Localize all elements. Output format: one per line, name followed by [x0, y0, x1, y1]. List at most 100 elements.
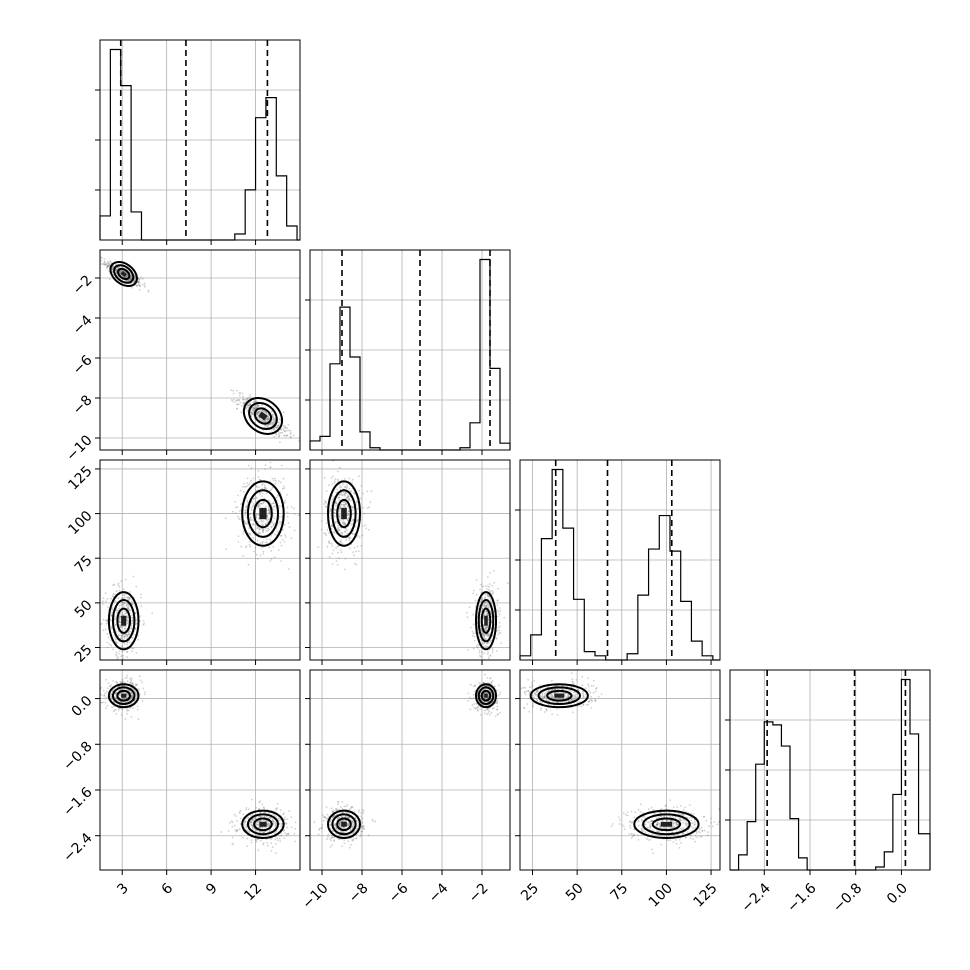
- sample-point: [122, 697, 125, 700]
- sample-point: [277, 818, 280, 820]
- sample-point: [272, 502, 275, 505]
- sample-point: [106, 267, 108, 270]
- sample-point: [485, 606, 487, 608]
- sample-point: [135, 685, 137, 687]
- sample-point: [268, 506, 270, 509]
- sample-point: [263, 420, 266, 423]
- sample-point: [279, 840, 282, 843]
- sample-point: [490, 682, 493, 684]
- sample-point: [322, 819, 325, 822]
- sample-point: [117, 708, 120, 711]
- sample-point: [337, 801, 340, 803]
- sample-point: [125, 633, 128, 636]
- sample-point: [351, 822, 354, 825]
- sample-point: [273, 428, 276, 431]
- sample-point: [338, 824, 341, 827]
- sample-point: [242, 813, 245, 816]
- sample-point: [483, 627, 486, 630]
- sample-point: [266, 418, 268, 420]
- sample-point: [255, 553, 258, 556]
- sample-point: [259, 820, 262, 822]
- sample-point: [121, 613, 124, 615]
- sample-point: [361, 525, 364, 528]
- sample-point: [126, 635, 129, 638]
- sample-point: [271, 846, 274, 849]
- sample-point: [484, 697, 486, 700]
- sample-point: [574, 695, 577, 697]
- sample-point: [345, 487, 348, 489]
- sample-point: [278, 418, 281, 420]
- sample-point: [260, 519, 263, 522]
- sample-point: [348, 547, 351, 549]
- sample-point: [251, 410, 254, 412]
- sample-point: [245, 808, 248, 811]
- sample-point: [339, 821, 342, 823]
- sample-point: [338, 496, 341, 499]
- contour-inner-2-1-1: [480, 607, 492, 634]
- sample-point: [137, 281, 140, 283]
- sample-point: [257, 504, 260, 506]
- sample-point: [331, 483, 334, 485]
- sample-point: [126, 605, 128, 608]
- sample-point: [484, 585, 487, 587]
- sample-point: [273, 413, 275, 415]
- sample-point: [347, 519, 349, 522]
- sample-point: [262, 409, 264, 412]
- sample-point: [353, 546, 356, 549]
- sample-point: [250, 512, 252, 515]
- sample-point: [246, 830, 249, 833]
- sample-point: [129, 591, 132, 593]
- sample-point: [345, 491, 347, 494]
- scatter-points-2-1-1: [465, 569, 509, 660]
- sample-point: [252, 497, 255, 500]
- sample-point: [264, 424, 267, 427]
- sample-point: [122, 691, 125, 694]
- sample-point: [503, 616, 506, 619]
- sample-point: [520, 687, 523, 690]
- sample-point: [246, 398, 248, 401]
- sample-point: [267, 822, 270, 825]
- sample-point: [230, 389, 233, 392]
- ytick-label-1-2: −6: [70, 352, 96, 378]
- sample-point: [325, 490, 328, 492]
- sample-point: [355, 550, 357, 553]
- sample-point: [337, 817, 339, 820]
- sample-point: [120, 714, 123, 716]
- sample-point: [284, 427, 287, 430]
- sample-point: [130, 627, 133, 630]
- sample-point: [480, 628, 483, 630]
- sample-point: [479, 625, 482, 628]
- sample-point: [126, 634, 129, 637]
- sample-point: [369, 501, 372, 504]
- sample-point: [121, 644, 124, 647]
- sample-point: [119, 615, 122, 618]
- sample-point: [249, 403, 252, 406]
- sample-point: [245, 509, 248, 511]
- sample-point: [125, 611, 128, 614]
- sample-point: [332, 475, 334, 478]
- sample-point: [257, 404, 260, 407]
- sample-point: [499, 632, 502, 634]
- sample-point: [333, 496, 335, 498]
- sample-point: [536, 690, 538, 692]
- sample-point: [119, 270, 122, 273]
- sample-point: [128, 633, 131, 636]
- sample-point: [122, 701, 125, 704]
- sample-point: [351, 821, 354, 823]
- sample-point: [276, 425, 279, 427]
- sample-point: [358, 489, 361, 492]
- sample-point: [341, 531, 344, 534]
- sample-point: [486, 713, 488, 716]
- sample-point: [259, 819, 262, 822]
- sample-point: [127, 608, 130, 611]
- sample-point: [470, 697, 473, 700]
- sample-point: [487, 621, 490, 624]
- sample-point: [112, 593, 115, 596]
- sample-point: [484, 596, 486, 598]
- sample-point: [237, 829, 239, 831]
- sample-point: [332, 836, 334, 839]
- sample-point: [582, 692, 584, 695]
- sample-point: [245, 485, 248, 488]
- sample-point: [246, 477, 249, 480]
- sample-point: [138, 279, 141, 281]
